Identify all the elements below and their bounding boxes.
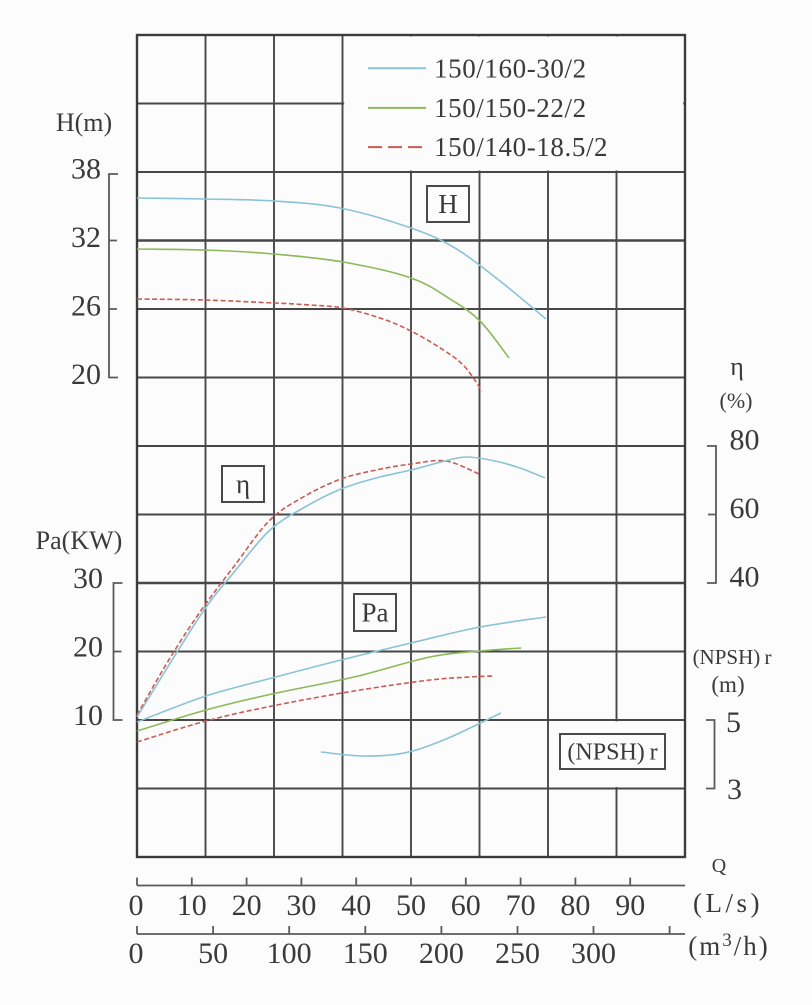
svg-text:H: H (438, 189, 458, 219)
svg-text:3: 3 (727, 773, 742, 806)
svg-text:26: 26 (71, 289, 101, 322)
svg-text:90: 90 (615, 889, 645, 922)
svg-text:(NPSH) r: (NPSH) r (693, 645, 772, 669)
svg-text:150/140-18.5/2: 150/140-18.5/2 (434, 132, 608, 162)
svg-text:70: 70 (506, 889, 536, 922)
svg-text:150: 150 (343, 937, 388, 970)
svg-text:200: 200 (419, 937, 464, 970)
svg-text:Pa(KW): Pa(KW) (36, 526, 123, 555)
svg-text:Q: Q (712, 855, 727, 877)
svg-text:10: 10 (73, 699, 103, 732)
svg-text:80: 80 (560, 889, 590, 922)
svg-text:38: 38 (71, 152, 101, 185)
svg-text:Pa: Pa (362, 598, 389, 628)
svg-text:(L/s): (L/s) (693, 888, 763, 918)
svg-text:150/160-30/2: 150/160-30/2 (434, 54, 587, 84)
svg-text:30: 30 (286, 889, 316, 922)
svg-text:(m3/h): (m3/h) (688, 930, 770, 961)
svg-text:20: 20 (232, 889, 262, 922)
svg-text:60: 60 (451, 889, 481, 922)
svg-text:100: 100 (267, 937, 312, 970)
svg-text:20: 20 (71, 358, 101, 391)
svg-text:0: 0 (129, 889, 144, 922)
svg-text:300: 300 (571, 937, 616, 970)
svg-text:32: 32 (71, 221, 101, 254)
svg-text:0: 0 (129, 937, 144, 970)
svg-text:H(m): H(m) (56, 108, 112, 137)
svg-text:40: 40 (730, 561, 760, 594)
svg-text:5: 5 (726, 706, 741, 739)
svg-text:(NPSH) r: (NPSH) r (567, 740, 657, 766)
svg-text:150/150-22/2: 150/150-22/2 (434, 93, 587, 123)
svg-text:50: 50 (396, 889, 426, 922)
svg-text:250: 250 (495, 937, 540, 970)
svg-text:30: 30 (73, 562, 103, 595)
svg-text:(m): (m) (711, 672, 744, 697)
svg-text:η: η (236, 469, 250, 499)
svg-text:20: 20 (73, 630, 103, 663)
svg-text:60: 60 (730, 492, 760, 525)
svg-text:(%): (%) (720, 388, 753, 413)
svg-text:η: η (730, 352, 744, 381)
svg-text:40: 40 (341, 889, 371, 922)
svg-text:80: 80 (730, 424, 760, 457)
svg-text:10: 10 (177, 889, 207, 922)
svg-text:50: 50 (198, 937, 228, 970)
